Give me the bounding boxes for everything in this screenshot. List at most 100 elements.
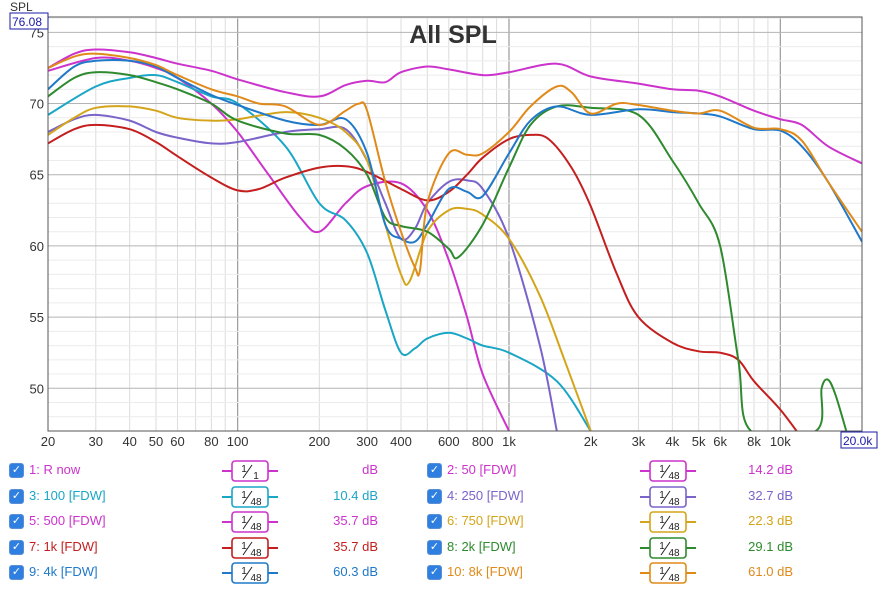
series-visibility-checkbox[interactable]: ✓ [427, 565, 442, 580]
series-visibility-checkbox[interactable]: ✓ [9, 514, 24, 529]
series-name[interactable]: 10: 8k [FDW] [447, 564, 523, 579]
smoothing-selector[interactable]: 148 [640, 510, 696, 534]
x-max-value: 20.0k [843, 434, 873, 448]
series-name[interactable]: 3: 100 [FDW] [29, 487, 106, 503]
svg-text:1: 1 [241, 515, 247, 526]
smoothing-selector[interactable]: 148 [640, 459, 696, 483]
smoothing-selector[interactable]: 148 [640, 485, 696, 509]
svg-text:48: 48 [668, 548, 680, 559]
series-offset[interactable]: 10.4 dB [333, 487, 378, 503]
svg-text:48: 48 [668, 573, 680, 584]
svg-text:1: 1 [241, 490, 247, 501]
x-tick-label: 5k [692, 434, 706, 449]
y-tick-label: 65 [30, 168, 44, 183]
x-tick-label: 400 [390, 434, 412, 449]
smoothing-selector[interactable]: 148 [640, 561, 696, 585]
legend-row: ✓ 5: 500 [FDW] 1 48 35.7 dB ✓ 6: 750 [FDW] 1 48 2… [0, 509, 884, 535]
series-offset[interactable]: 61.0 dB [748, 564, 793, 579]
x-tick-label: 600 [438, 434, 460, 449]
x-tick-label: 2k [584, 434, 598, 449]
series-visibility-checkbox[interactable]: ✓ [9, 565, 24, 580]
series-line-9[interactable] [48, 59, 862, 244]
series-offset[interactable]: 32.7 dB [748, 487, 793, 503]
series-line-6[interactable] [48, 105, 592, 431]
series-name[interactable]: 6: 750 [FDW] [447, 513, 524, 528]
series-offset[interactable]: 14.2 dB [748, 462, 793, 477]
legend-row: ✓ 9: 4k [FDW] 1 48 60.3 dB ✓ 10: 8k [FDW] 1 48 61… [0, 560, 884, 586]
y-axis-label: SPL [10, 0, 33, 14]
y-max-value: 76.08 [12, 15, 42, 29]
svg-text:48: 48 [250, 573, 262, 584]
series-name[interactable]: 2: 50 [FDW] [447, 462, 517, 477]
svg-text:1: 1 [659, 515, 665, 526]
x-tick-label: 800 [472, 434, 494, 449]
x-tick-label: 6k [713, 434, 727, 449]
series-line-7[interactable] [48, 123, 802, 438]
smoothing-selector[interactable]: 148 [222, 536, 278, 560]
x-tick-label: 60 [170, 434, 184, 449]
series-line-3[interactable] [48, 73, 592, 431]
svg-text:48: 48 [668, 471, 680, 482]
grid [48, 17, 862, 432]
x-tick-label: 30 [89, 434, 103, 449]
series-line-1[interactable] [48, 48, 862, 165]
plot-area[interactable] [48, 17, 862, 431]
series-offset[interactable]: 35.7 dB [333, 513, 378, 528]
series-offset[interactable]: 60.3 dB [333, 564, 378, 579]
series-visibility-checkbox[interactable]: ✓ [9, 488, 24, 504]
y-tick-label: 60 [30, 239, 44, 254]
series-name[interactable]: 1: R now [29, 462, 81, 477]
svg-text:48: 48 [668, 522, 680, 533]
smoothing-selector[interactable]: 148 [222, 485, 278, 509]
series-visibility-checkbox[interactable]: ✓ [427, 539, 442, 555]
smoothing-selector[interactable]: 148 [640, 536, 696, 560]
series-visibility-checkbox[interactable]: ✓ [427, 488, 442, 504]
x-tick-label: 80 [204, 434, 218, 449]
series-offset[interactable]: dB [362, 462, 378, 477]
x-tick-label: 8k [747, 434, 761, 449]
x-tick-label: 100 [227, 434, 249, 449]
y-max-box[interactable]: 76.08 [9, 12, 49, 30]
svg-text:1: 1 [659, 490, 665, 501]
series-offset[interactable]: 29.1 dB [748, 538, 793, 554]
legend: ✓ 1: R now 1 1 dB ✓ 2: 50 [FDW] 1 48 14.2 dB ✓ 3: 1… [0, 458, 884, 591]
svg-text:1: 1 [241, 464, 247, 475]
y-tick-label: 55 [30, 310, 44, 325]
smoothing-selector[interactable]: 11 [222, 459, 278, 483]
x-tick-label: 1k [502, 434, 516, 449]
legend-row: ✓ 1: R now 1 1 dB ✓ 2: 50 [FDW] 1 48 14.2 dB [0, 458, 884, 484]
x-tick-label: 300 [356, 434, 378, 449]
series-name[interactable]: 4: 250 [FDW] [447, 487, 524, 503]
series-offset[interactable]: 22.3 dB [748, 513, 793, 528]
x-max-box[interactable]: 20.0k [840, 431, 878, 449]
smoothing-selector[interactable]: 148 [222, 561, 278, 585]
series-line-8[interactable] [48, 71, 848, 438]
plot-frame [47, 16, 863, 432]
svg-text:1: 1 [241, 566, 247, 577]
series-name[interactable]: 8: 2k [FDW] [447, 538, 516, 554]
legend-row: ✓ 7: 1k [FDW] 1 48 35.7 dB ✓ 8: 2k [FDW] 1 48 29.… [0, 535, 884, 561]
x-tick-label: 4k [665, 434, 679, 449]
series-visibility-checkbox[interactable]: ✓ [427, 463, 442, 478]
y-tick-label: 50 [30, 381, 44, 396]
svg-text:1: 1 [659, 464, 665, 475]
series-visibility-checkbox[interactable]: ✓ [9, 539, 24, 555]
series-offset[interactable]: 35.7 dB [333, 538, 378, 554]
series-name[interactable]: 5: 500 [FDW] [29, 513, 106, 528]
series-visibility-checkbox[interactable]: ✓ [9, 463, 24, 478]
x-tick-label: 200 [308, 434, 330, 449]
series-visibility-checkbox[interactable]: ✓ [427, 514, 442, 529]
series-line-10[interactable] [48, 52, 862, 277]
chart-title: All SPL [409, 21, 497, 49]
series-name[interactable]: 9: 4k [FDW] [29, 564, 98, 579]
x-tick-label: 50 [149, 434, 163, 449]
svg-text:48: 48 [668, 497, 680, 508]
x-tick-label: 40 [122, 434, 136, 449]
series-line-2[interactable] [48, 56, 510, 431]
svg-text:1: 1 [241, 541, 247, 552]
svg-text:1: 1 [659, 541, 665, 552]
smoothing-selector[interactable]: 148 [222, 510, 278, 534]
series-name[interactable]: 7: 1k [FDW] [29, 538, 98, 554]
